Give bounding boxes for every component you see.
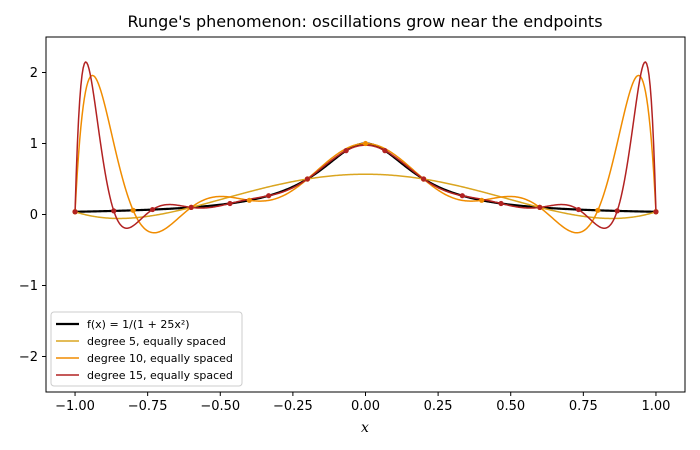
node-point bbox=[498, 200, 504, 207]
node-point bbox=[537, 204, 543, 210]
legend: f(x) = 1/(1 + 25x²) degree 5, equally spa… bbox=[50, 311, 243, 387]
node-point bbox=[304, 176, 311, 182]
x-tick-label: −0.75 bbox=[128, 399, 168, 414]
node-point bbox=[479, 197, 485, 203]
nodes-degree-15 bbox=[72, 148, 659, 215]
y-tick-label: 2 bbox=[30, 66, 38, 81]
series-line-degree-5 bbox=[74, 173, 657, 220]
legend-label: degree 5, equally spaced bbox=[87, 335, 226, 348]
legend-label: degree 15, equally spaced bbox=[87, 369, 233, 382]
node-point bbox=[614, 208, 620, 214]
legend-label: f(x) = 1/(1 + 25x²) bbox=[87, 318, 190, 331]
y-tick-label: −2 bbox=[19, 350, 38, 365]
node-point bbox=[575, 206, 582, 213]
node-point bbox=[459, 193, 465, 199]
node-point bbox=[653, 209, 659, 215]
x-axis-label: x bbox=[361, 420, 369, 436]
x-tick-label: 0.00 bbox=[351, 399, 380, 414]
y-axis-ticks: −2 −1 0 1 2 bbox=[19, 66, 46, 365]
node-point bbox=[111, 208, 117, 214]
x-tick-label: 0.50 bbox=[496, 399, 525, 414]
node-point bbox=[595, 207, 601, 213]
node-point bbox=[130, 207, 136, 213]
x-tick-label: 0.25 bbox=[424, 399, 453, 414]
node-point bbox=[72, 209, 78, 215]
x-axis-ticks: −1.00 −0.75 −0.50 −0.25 0.00 0.25 0.50 0.75 1.00 bbox=[55, 392, 670, 414]
y-tick-label: −1 bbox=[19, 279, 38, 294]
chart-title: Runge's phenomenon: oscillations grow ne… bbox=[127, 12, 602, 31]
node-point bbox=[420, 176, 427, 182]
node-point bbox=[362, 140, 369, 147]
node-point bbox=[227, 200, 233, 207]
y-tick-label: 1 bbox=[30, 137, 38, 152]
x-tick-label: 1.00 bbox=[641, 399, 670, 414]
legend-box bbox=[50, 311, 243, 387]
y-tick-label: 0 bbox=[30, 208, 38, 223]
node-point bbox=[343, 148, 349, 154]
x-tick-label: −0.50 bbox=[200, 399, 240, 414]
node-point bbox=[149, 206, 156, 213]
node-point bbox=[246, 197, 252, 203]
legend-label: degree 10, equally spaced bbox=[87, 352, 233, 365]
x-tick-label: 0.75 bbox=[569, 399, 598, 414]
x-tick-label: −1.00 bbox=[55, 399, 95, 414]
node-point bbox=[382, 148, 388, 154]
x-tick-label: −0.25 bbox=[273, 399, 313, 414]
node-point bbox=[188, 204, 194, 210]
node-point bbox=[266, 193, 272, 199]
